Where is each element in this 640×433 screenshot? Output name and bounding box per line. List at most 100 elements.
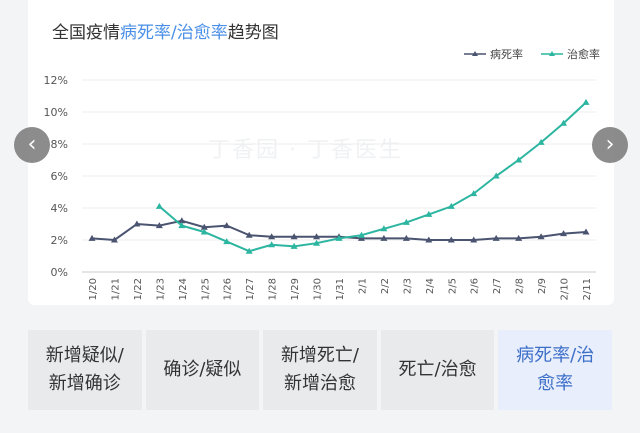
x-tick-label: 2/6 bbox=[470, 278, 481, 294]
legend-item-death-rate[interactable]: 病死率 bbox=[464, 46, 523, 62]
tab-death-cure-rate[interactable]: 病死率/治愈率 bbox=[498, 330, 612, 410]
data-point bbox=[290, 233, 298, 240]
data-point bbox=[223, 222, 231, 229]
chart-legend: 病死率 治愈率 bbox=[464, 46, 600, 62]
data-point bbox=[492, 234, 500, 241]
legend-label-cure-rate: 治愈率 bbox=[567, 48, 600, 61]
data-point bbox=[245, 231, 253, 238]
tab-label: 新增疑似/ bbox=[45, 345, 124, 366]
tab-label: 确诊/疑似 bbox=[163, 359, 242, 380]
data-point bbox=[133, 220, 141, 227]
data-point bbox=[560, 119, 568, 126]
y-tick-label: 12% bbox=[44, 74, 68, 87]
y-tick-label: 10% bbox=[44, 106, 68, 119]
y-tick-label: 0% bbox=[51, 266, 68, 279]
chevron-left-icon: ‹ bbox=[27, 132, 37, 157]
legend-item-cure-rate[interactable]: 治愈率 bbox=[541, 46, 600, 62]
data-point bbox=[470, 190, 478, 197]
data-point bbox=[582, 228, 590, 235]
data-point bbox=[380, 225, 388, 232]
x-tick-label: 2/5 bbox=[447, 278, 458, 294]
tab-label: 新增死亡/ bbox=[280, 345, 360, 366]
data-point bbox=[88, 234, 96, 241]
data-point bbox=[470, 236, 478, 243]
x-tick-label: 1/21 bbox=[110, 278, 121, 300]
tab-label: 死亡/治愈 bbox=[398, 359, 477, 380]
x-tick-label: 2/9 bbox=[537, 278, 548, 294]
title-prefix: 全国疫情 bbox=[52, 23, 120, 43]
data-point bbox=[447, 202, 455, 209]
tab-label: 愈率 bbox=[537, 373, 574, 394]
x-tick-label: 1/28 bbox=[268, 278, 279, 300]
tab-label: 病死率/治 bbox=[516, 345, 595, 366]
prev-chart-button[interactable]: ‹ bbox=[14, 127, 50, 163]
data-point bbox=[290, 242, 298, 249]
tab-confirmed-suspected[interactable]: 确诊/疑似 bbox=[145, 330, 260, 410]
data-point bbox=[380, 234, 388, 241]
tab-label: 新增治愈 bbox=[283, 373, 356, 394]
chart-card bbox=[28, 0, 614, 305]
data-point bbox=[357, 231, 365, 238]
x-tick-label: 1/23 bbox=[155, 278, 166, 300]
y-tick-label: 4% bbox=[51, 202, 68, 215]
x-tick-label: 2/7 bbox=[492, 278, 503, 294]
legend-marker-death-rate bbox=[464, 51, 486, 56]
data-point bbox=[402, 218, 410, 225]
data-point bbox=[560, 230, 568, 237]
data-point bbox=[492, 172, 500, 179]
data-point bbox=[515, 156, 523, 163]
data-point bbox=[357, 234, 365, 241]
chevron-right-icon: › bbox=[605, 132, 615, 157]
chart-title: 全国疫情病死率/治愈率趋势图 bbox=[52, 18, 279, 43]
y-tick-label: 2% bbox=[51, 234, 68, 247]
data-point bbox=[268, 241, 276, 248]
data-point bbox=[537, 233, 545, 240]
tab-death-cured[interactable]: 死亡/治愈 bbox=[380, 330, 495, 410]
data-point bbox=[515, 234, 523, 241]
data-point bbox=[200, 223, 208, 230]
x-tick-label: 1/31 bbox=[335, 278, 346, 300]
data-point bbox=[335, 234, 343, 241]
data-point bbox=[223, 238, 231, 245]
x-tick-label: 1/29 bbox=[290, 278, 301, 300]
x-tick-label: 2/1 bbox=[357, 278, 368, 294]
data-point bbox=[425, 210, 433, 217]
title-highlight: 病死率/治愈率 bbox=[120, 23, 228, 43]
tab-label: 新增确诊 bbox=[48, 373, 121, 394]
x-tick-label: 1/25 bbox=[200, 278, 211, 300]
data-point bbox=[200, 228, 208, 235]
x-tick-label: 1/22 bbox=[133, 278, 144, 300]
tab-new-death-cured[interactable]: 新增死亡/新增治愈 bbox=[263, 330, 377, 410]
x-tick-label: 1/30 bbox=[313, 278, 324, 300]
data-point bbox=[245, 247, 253, 254]
data-point bbox=[178, 217, 186, 224]
data-point bbox=[268, 233, 276, 240]
x-tick-label: 2/2 bbox=[380, 278, 391, 294]
data-point bbox=[178, 222, 186, 229]
data-point bbox=[155, 222, 163, 229]
data-point bbox=[582, 98, 590, 105]
chart-tabs: 新增疑似/新增确诊 确诊/疑似 新增死亡/新增治愈 死亡/治愈 病死率/治愈率 bbox=[28, 330, 612, 410]
x-tick-label: 2/8 bbox=[515, 278, 526, 294]
tab-new-suspected-confirmed[interactable]: 新增疑似/新增确诊 bbox=[28, 330, 142, 410]
title-suffix: 趋势图 bbox=[227, 23, 279, 43]
legend-marker-cure-rate bbox=[541, 51, 563, 56]
x-tick-label: 1/27 bbox=[245, 278, 256, 300]
data-point bbox=[402, 234, 410, 241]
next-chart-button[interactable]: › bbox=[592, 127, 628, 163]
x-tick-label: 1/24 bbox=[178, 278, 189, 300]
data-point bbox=[537, 138, 545, 145]
line-chart: 0% 2% 4% 6% 8% 10% 12% 1/20 1/21 1/22 1/23 1/24 1/25… bbox=[44, 74, 596, 300]
x-tick-label: 2/11 bbox=[582, 278, 593, 300]
x-tick-label: 2/4 bbox=[425, 278, 436, 294]
legend-label-death-rate: 病死率 bbox=[490, 48, 523, 61]
x-tick-label: 2/10 bbox=[560, 278, 571, 300]
data-point bbox=[447, 236, 455, 243]
data-point bbox=[313, 239, 321, 246]
data-point bbox=[425, 236, 433, 243]
data-point bbox=[110, 236, 118, 243]
y-tick-label: 6% bbox=[51, 170, 68, 183]
y-tick-label: 8% bbox=[51, 138, 68, 151]
data-point bbox=[313, 233, 321, 240]
series-line-1 bbox=[158, 101, 587, 253]
